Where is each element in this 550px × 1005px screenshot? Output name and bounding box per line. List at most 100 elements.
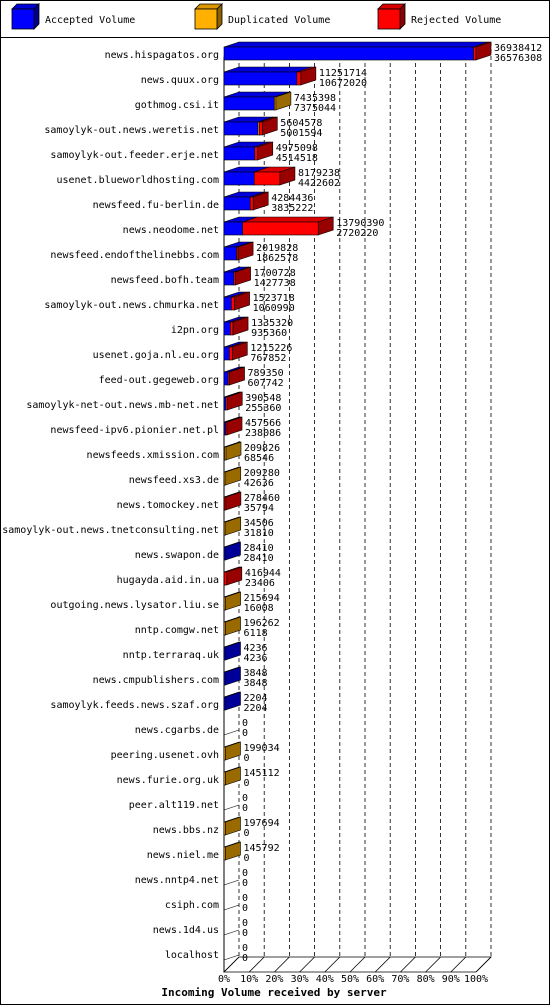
server-label: news.nntp4.net [135, 875, 219, 886]
server-label: newsfeed-ipv6.pionier.net.pl [50, 425, 219, 436]
value-total: 789350 [248, 368, 284, 379]
value-accepted: 10672020 [319, 78, 367, 89]
labels: 0% 10% 20% 30% 40% 50% 60% 70% 80% 90% 100% news.hi… [2, 43, 542, 985]
bar-side [225, 666, 241, 686]
x-tick [349, 956, 366, 973]
server-label: newsfeeds.xmission.com [87, 450, 219, 461]
bar-accepted [223, 71, 298, 86]
x-tick-label: 60% [366, 974, 384, 985]
x-tick-label: 0% [218, 974, 230, 985]
value-total: 1700728 [254, 268, 296, 279]
server-label: newsfeed.bofh.team [111, 275, 219, 286]
x-tick-label: 40% [316, 974, 334, 985]
bar-empty [223, 879, 240, 886]
bar-row [223, 366, 245, 386]
value-accepted: 0 [244, 853, 250, 864]
bar-accepted [223, 46, 474, 61]
bar-accepted [223, 146, 256, 161]
bar-accepted [223, 171, 255, 186]
legend-label: Duplicated Volume [228, 15, 330, 26]
x-tick [223, 956, 240, 973]
value-total: 0 [242, 793, 248, 804]
bar-side [226, 566, 243, 586]
server-label: samoylyk-out.news.tnetconsulting.net [2, 525, 219, 536]
legend-item: Duplicated Volume [194, 3, 330, 30]
bar-row [223, 191, 269, 211]
bar-side [232, 316, 249, 336]
value-total: 7435398 [294, 93, 336, 104]
bar-side [226, 416, 243, 436]
value-accepted: 238086 [245, 428, 281, 439]
server-label: gothmog.csi.it [135, 100, 219, 111]
value-total: 196262 [244, 618, 280, 629]
value-accepted: 935360 [251, 328, 287, 339]
bar-row [223, 804, 240, 811]
bar-accepted [223, 121, 259, 136]
bar-side [234, 291, 250, 311]
bar-row [223, 766, 241, 786]
bar-side [225, 816, 241, 836]
x-tick-label: 20% [265, 974, 283, 985]
bar-row [223, 316, 249, 336]
bar-empty [223, 954, 240, 961]
bar-rejected [258, 121, 263, 136]
bar-rejected [296, 71, 302, 86]
bar-row [223, 841, 241, 861]
value-accepted: 0 [242, 803, 248, 814]
bar-row [223, 91, 292, 111]
value-total: 13790390 [336, 218, 384, 229]
x-tick [400, 956, 416, 973]
bar-empty [223, 729, 240, 736]
bar-row [223, 591, 241, 611]
bar-side [229, 366, 245, 386]
value-total: 278460 [244, 493, 280, 504]
bar-accepted [223, 321, 231, 336]
bar-accepted [223, 346, 230, 361]
bar-side [232, 341, 248, 361]
x-tick [450, 956, 467, 973]
bar-rejected [230, 321, 234, 336]
value-total: 1335320 [251, 318, 293, 329]
value-accepted: 2720220 [336, 228, 378, 239]
bar-accepted [223, 271, 235, 286]
bar-row [223, 466, 242, 486]
bar-side [475, 41, 492, 61]
server-label: nntp.terraraq.uk [123, 650, 219, 661]
value-total: 0 [242, 893, 248, 904]
value-total: 0 [242, 868, 248, 879]
bar-accepted [223, 96, 275, 111]
value-total: 36938412 [494, 43, 542, 54]
bar-empty [223, 804, 240, 811]
bar-rejected [473, 46, 477, 61]
bar-side [237, 241, 254, 261]
bar-row [223, 266, 251, 286]
server-label: news.tomockey.net [117, 500, 219, 511]
server-label: csiph.com [165, 900, 219, 911]
server-label: news.niel.me [147, 850, 219, 861]
x-tick-label: 70% [391, 974, 409, 985]
value-total: 145112 [244, 768, 280, 779]
bar-row [223, 616, 241, 636]
bar-side [226, 391, 243, 411]
bar-row [223, 954, 240, 961]
server-label: samoylyk-out.news.chmurka.net [44, 300, 219, 311]
bar-side [300, 66, 317, 86]
value-accepted: 255360 [245, 403, 281, 414]
bar-row [223, 341, 248, 361]
server-label: news.cgarbs.de [135, 725, 219, 736]
bar-accepted [223, 371, 229, 386]
bar-row [223, 741, 241, 761]
value-accepted: 4236 [244, 653, 268, 664]
value-accepted: 0 [242, 928, 248, 939]
x-tick [425, 956, 441, 973]
x-tick-label: 10% [240, 974, 258, 985]
bar-accepted-top [223, 41, 489, 48]
value-total: 457566 [245, 418, 281, 429]
bar-side [225, 641, 241, 661]
bar-row [223, 241, 254, 261]
server-label: usenet.blueworldhosting.com [56, 175, 219, 186]
value-accepted: 68546 [244, 453, 274, 464]
bar-rejected [242, 221, 319, 236]
bar-accepted [223, 296, 232, 311]
